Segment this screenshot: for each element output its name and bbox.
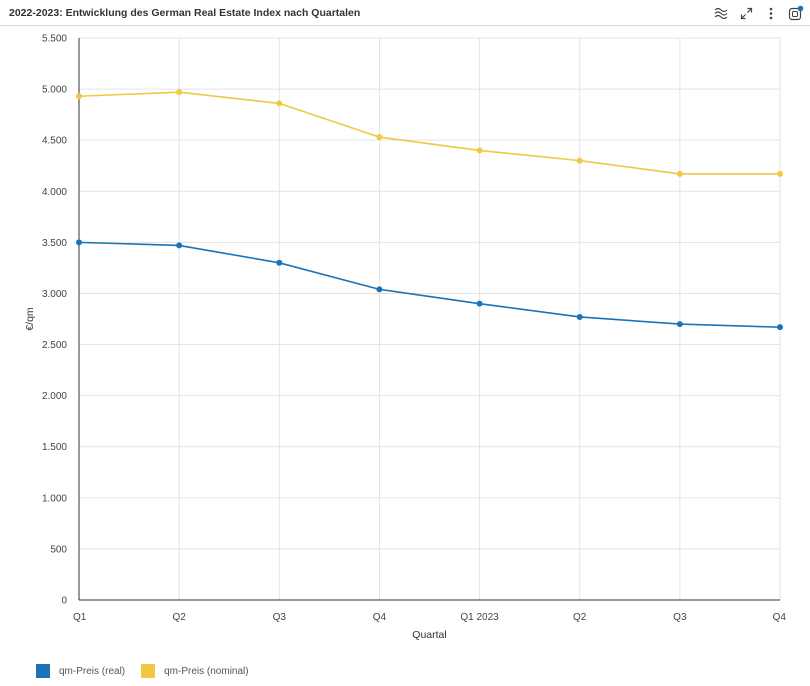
x-tick-label: Q1 [73, 612, 87, 623]
x-tick-label: Q1 2023 [460, 612, 499, 623]
data-point-nominal [476, 147, 483, 154]
data-point-real [777, 324, 783, 331]
legend-item-nominal[interactable]: qm-Preis (nominal) [141, 664, 249, 678]
y-tick-label: 500 [50, 544, 67, 555]
wave-icon[interactable] [713, 5, 729, 21]
data-point-real [676, 321, 683, 328]
data-point-nominal [176, 89, 183, 96]
y-tick-label: 1.000 [42, 493, 67, 504]
legend-label-real: qm-Preis (real) [59, 665, 126, 677]
chart-header: 2022-2023: Entwicklung des German Real E… [0, 0, 810, 26]
y-tick-label: 0 [61, 596, 67, 607]
y-tick-label: 4.500 [42, 136, 67, 147]
x-tick-label: Q4 [373, 612, 387, 623]
x-axis-title: Quartal [412, 629, 446, 641]
chart-settings-icon[interactable] [788, 5, 804, 21]
legend-swatch-nominal [141, 664, 156, 678]
y-tick-label: 2.000 [42, 391, 67, 402]
y-tick-label: 5.500 [42, 34, 67, 45]
x-tick-label: Q2 [573, 612, 587, 623]
legend-item-real[interactable]: qm-Preis (real) [36, 664, 125, 678]
data-point-real [176, 242, 183, 249]
data-point-nominal [777, 170, 783, 177]
data-point-real [576, 313, 583, 320]
data-point-nominal [676, 170, 683, 177]
y-tick-label: 3.500 [42, 238, 67, 249]
y-axis-title: €/qm [24, 307, 36, 331]
series-line-real [78, 241, 781, 328]
data-point-nominal [576, 157, 583, 164]
data-point-real [76, 239, 82, 246]
series-line-nominal [78, 91, 780, 175]
data-point-real [276, 259, 283, 266]
x-tick-label: Q3 [673, 612, 687, 623]
data-point-real [376, 286, 383, 293]
legend-swatch-real [36, 664, 50, 678]
legend-label-nominal: qm-Preis (nominal) [164, 665, 249, 677]
y-tick-label: 5.000 [42, 85, 67, 96]
data-point-real [476, 300, 483, 307]
data-point-nominal [376, 134, 383, 141]
x-tick-label: Q2 [172, 612, 186, 623]
y-tick-label: 2.500 [42, 340, 67, 351]
data-point-nominal [76, 93, 82, 100]
more-vertical-icon[interactable] [763, 5, 779, 21]
x-tick-label: Q3 [273, 612, 287, 623]
line-chart: 0 500 1.000 1.500 2.000 2.500 3.000 3.500 4.000 4… [24, 34, 787, 642]
expand-icon[interactable] [738, 5, 754, 21]
x-tick-label: Q4 [773, 612, 787, 623]
y-tick-label: 4.000 [42, 187, 67, 198]
y-tick-label: 1.500 [42, 442, 67, 453]
data-point-nominal [276, 100, 283, 107]
y-tick-label: 3.000 [42, 289, 67, 300]
chart-title: 2022-2023: Entwicklung des German Real E… [9, 7, 361, 19]
chart-legend: qm-Preis (real) qm-Preis (nominal) [36, 664, 249, 678]
chart-toolbar [713, 4, 804, 22]
